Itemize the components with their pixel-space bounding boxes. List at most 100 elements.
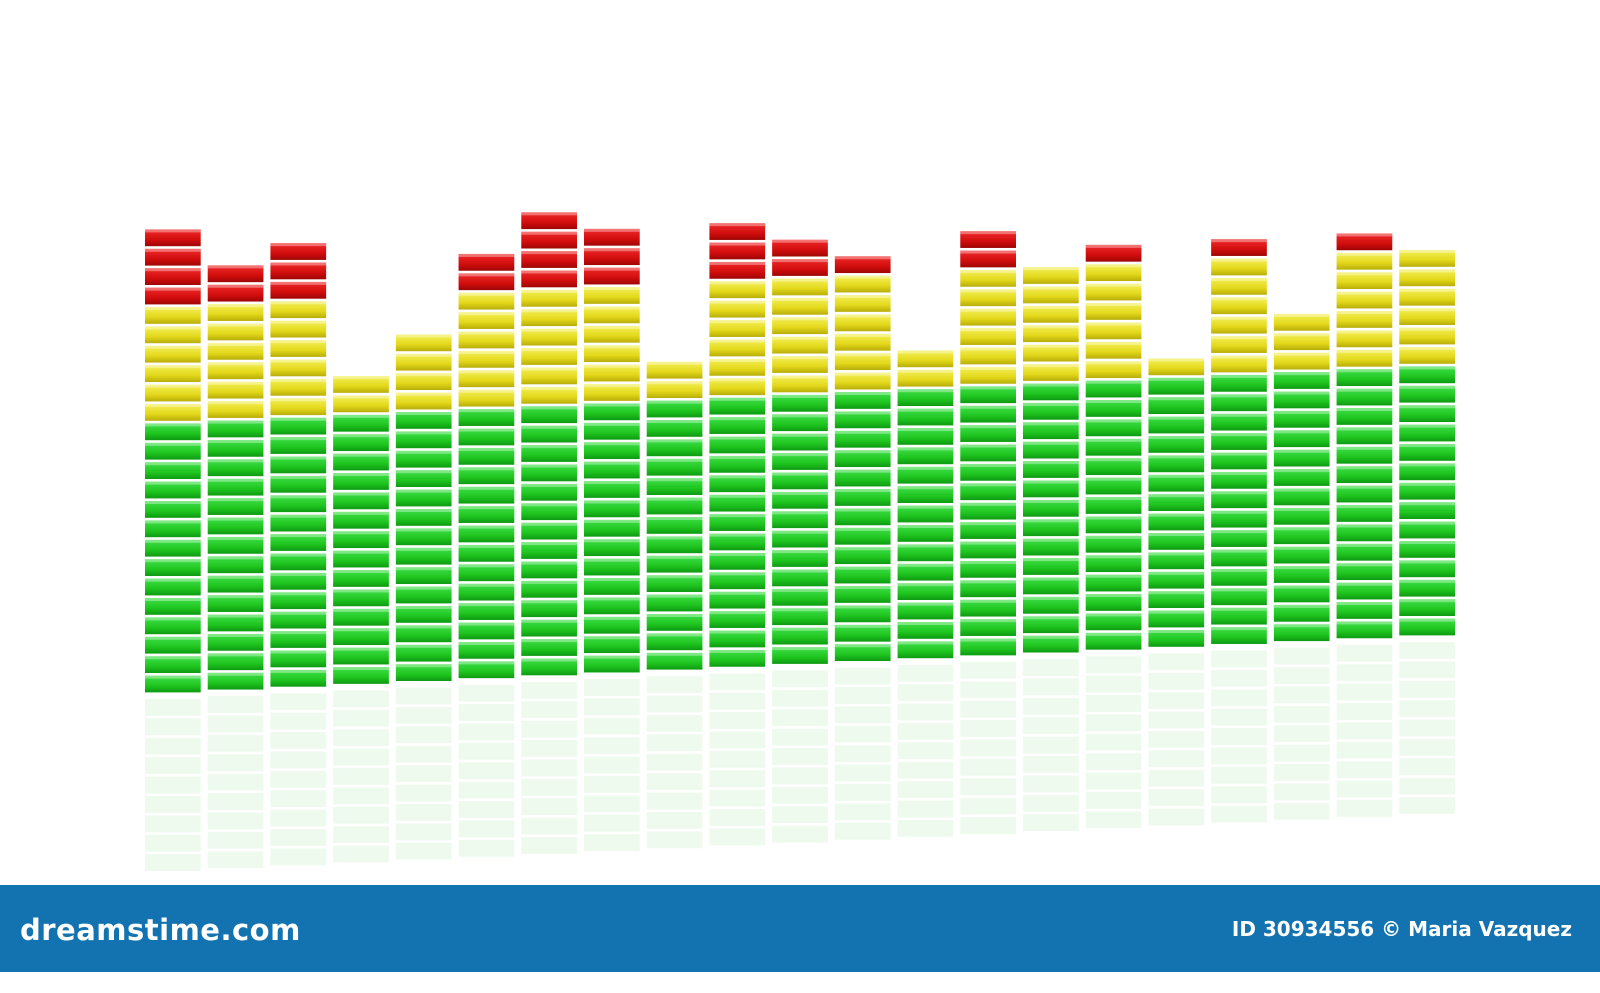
segment bbox=[395, 412, 452, 429]
reflection bbox=[960, 661, 1016, 834]
reflection-segment bbox=[207, 812, 264, 830]
segment bbox=[1399, 366, 1455, 384]
segment-highlight bbox=[521, 483, 577, 487]
segment bbox=[1336, 408, 1393, 425]
segment-highlight bbox=[1399, 405, 1455, 409]
reflection-segment bbox=[772, 767, 828, 785]
segment bbox=[521, 619, 577, 637]
reflection-segment bbox=[960, 778, 1016, 796]
segment bbox=[458, 525, 515, 543]
segment-highlight bbox=[584, 325, 640, 329]
segment bbox=[772, 414, 828, 432]
segment-highlight bbox=[834, 547, 891, 551]
segment-highlight bbox=[1211, 471, 1267, 475]
segment-highlight bbox=[1085, 341, 1142, 345]
segment-highlight bbox=[207, 653, 264, 657]
segment-highlight bbox=[646, 361, 703, 365]
reflection-segment bbox=[145, 737, 201, 755]
reflection-segment bbox=[897, 723, 954, 740]
segment bbox=[1023, 538, 1079, 556]
reflection bbox=[395, 687, 452, 860]
segment-highlight bbox=[1023, 267, 1079, 271]
segment-highlight bbox=[1399, 521, 1455, 525]
segment-highlight bbox=[395, 470, 452, 474]
segment bbox=[646, 400, 703, 418]
segment-highlight bbox=[1211, 607, 1267, 611]
segment bbox=[1148, 610, 1205, 628]
segment-highlight bbox=[709, 358, 766, 362]
segment bbox=[709, 223, 766, 240]
segment bbox=[646, 517, 703, 534]
segment bbox=[897, 389, 954, 406]
segment bbox=[646, 439, 703, 457]
segment bbox=[1211, 452, 1267, 470]
segment bbox=[584, 325, 640, 343]
segment bbox=[960, 580, 1016, 598]
segment bbox=[521, 406, 577, 424]
segment bbox=[834, 469, 891, 487]
segment bbox=[270, 398, 327, 416]
segment-highlight bbox=[1336, 485, 1393, 489]
segment-highlight bbox=[1273, 372, 1330, 376]
segment bbox=[834, 353, 891, 371]
segment bbox=[1023, 402, 1079, 420]
segment-highlight bbox=[207, 556, 264, 560]
segment bbox=[521, 328, 577, 346]
segment bbox=[207, 304, 264, 321]
reflection-segment bbox=[1211, 689, 1267, 707]
reflection-segment bbox=[834, 667, 891, 685]
segment bbox=[1399, 463, 1455, 481]
segment-highlight bbox=[772, 511, 828, 515]
level-bar bbox=[897, 350, 954, 659]
segment bbox=[145, 404, 201, 421]
segment bbox=[584, 364, 640, 382]
segment bbox=[772, 511, 828, 529]
segment-highlight bbox=[960, 231, 1016, 235]
segment-highlight bbox=[772, 356, 828, 360]
segment-highlight bbox=[270, 514, 327, 518]
segment bbox=[395, 567, 452, 584]
segment-highlight bbox=[1211, 530, 1267, 534]
reflection-segment bbox=[145, 854, 201, 871]
segment bbox=[145, 520, 201, 538]
segment bbox=[584, 248, 640, 266]
segment-highlight bbox=[897, 389, 954, 393]
segment bbox=[960, 405, 1016, 423]
segment-highlight bbox=[1273, 313, 1330, 317]
segment-highlight bbox=[709, 339, 766, 343]
segment-highlight bbox=[1085, 264, 1142, 268]
segment bbox=[207, 517, 264, 535]
segment bbox=[1336, 272, 1393, 290]
segment bbox=[521, 212, 577, 230]
reflection-segment bbox=[1148, 711, 1205, 729]
segment-highlight bbox=[709, 281, 766, 285]
segment bbox=[772, 588, 828, 606]
segment bbox=[1336, 311, 1393, 328]
segment-highlight bbox=[207, 342, 264, 346]
segment-highlight bbox=[333, 414, 389, 418]
segment bbox=[1023, 344, 1079, 362]
segment-highlight bbox=[772, 414, 828, 418]
reflection-segment bbox=[521, 798, 577, 816]
segment-highlight bbox=[1148, 591, 1205, 595]
segment-highlight bbox=[584, 364, 640, 368]
reflection-segment bbox=[458, 801, 515, 818]
segment-highlight bbox=[960, 580, 1016, 584]
segment-highlight bbox=[1148, 533, 1205, 536]
segment-highlight bbox=[458, 312, 515, 316]
segment-highlight bbox=[584, 422, 640, 426]
segment bbox=[145, 462, 201, 479]
segment-highlight bbox=[1273, 546, 1330, 550]
segment bbox=[897, 622, 954, 639]
segment-highlight bbox=[1148, 358, 1205, 362]
reflection-segment bbox=[1085, 772, 1142, 790]
segment bbox=[960, 308, 1016, 326]
reflection-segment bbox=[772, 806, 828, 824]
segment bbox=[1273, 391, 1330, 409]
reflection-segment bbox=[395, 707, 452, 724]
segment-highlight bbox=[395, 412, 452, 415]
segment-highlight bbox=[1399, 560, 1455, 564]
segment bbox=[145, 365, 201, 382]
reflection-segment bbox=[1148, 653, 1205, 671]
segment bbox=[584, 384, 640, 401]
